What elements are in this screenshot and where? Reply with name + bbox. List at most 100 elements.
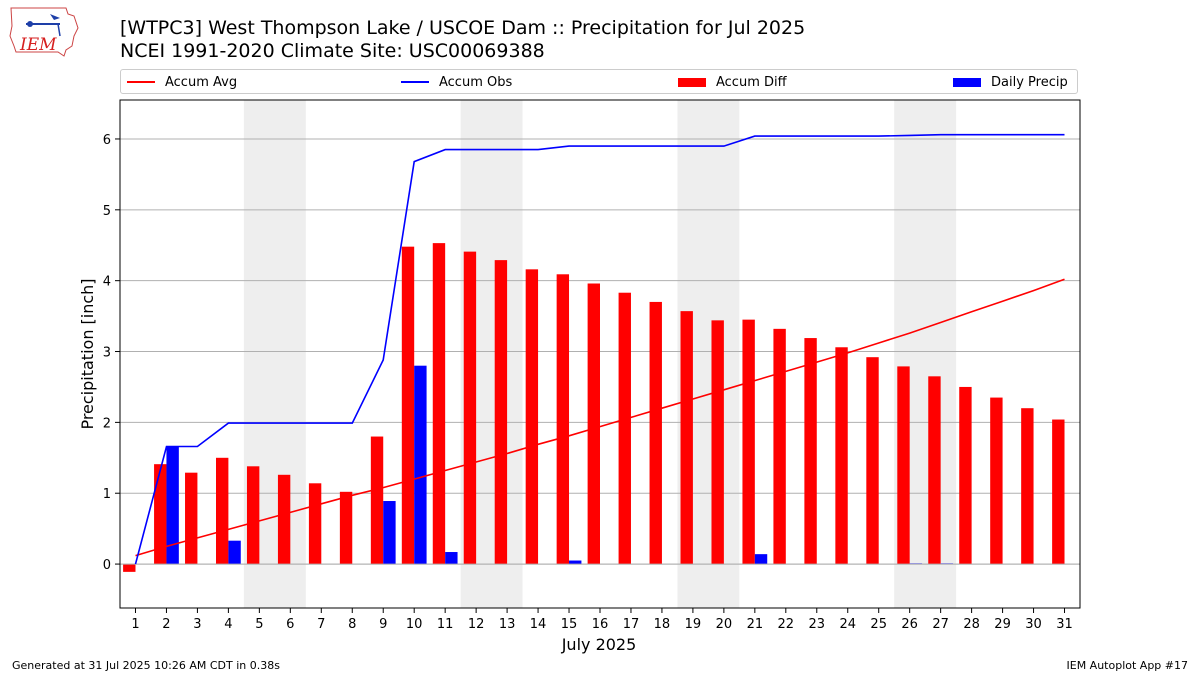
- y-tick-label-6: 6: [103, 133, 111, 148]
- legend: Accum Avg Accum Obs Accum Diff Daily Pre…: [120, 69, 1078, 94]
- bar-accum-diff-day-22: [773, 328, 786, 565]
- bar-accum-diff-day-29: [990, 397, 1003, 565]
- iem-logo-text: IEM: [19, 35, 57, 55]
- bar-accum-diff-day-6: [277, 474, 291, 565]
- bar-accum-diff-day-17: [618, 292, 631, 565]
- x-tick-label-1: 1: [131, 617, 139, 632]
- chart-title: [WTPC3] West Thompson Lake / USCOE Dam :…: [120, 17, 806, 39]
- x-tick-label-4: 4: [224, 617, 232, 632]
- x-tick-label-3: 3: [193, 617, 201, 632]
- weekend-shade-2: [460, 100, 523, 608]
- x-tick-label-11: 11: [437, 617, 454, 632]
- bar-accum-diff-day-7: [308, 483, 322, 565]
- bar-accum-diff-day-14: [525, 269, 539, 565]
- x-tick-label-22: 22: [778, 617, 795, 632]
- bar-daily-precip-day-15: [569, 560, 582, 565]
- legend-swatch-daily-precip: [953, 77, 981, 87]
- plot-frame: [119, 99, 1081, 609]
- x-tick-label-8: 8: [348, 617, 356, 632]
- x-tick-label-26: 26: [901, 617, 918, 632]
- y-tick-label-1: 1: [103, 487, 111, 502]
- bar-accum-diff-day-1: [123, 564, 136, 572]
- x-tick-label-15: 15: [561, 617, 578, 632]
- x-tick-label-29: 29: [994, 617, 1011, 632]
- bar-accum-diff-day-26: [897, 366, 910, 565]
- x-tick-label-27: 27: [932, 617, 949, 632]
- y-axis-label: Precipitation [inch]: [78, 278, 97, 429]
- bar-accum-diff-day-13: [494, 260, 508, 565]
- legend-item-accum-obs: Accum Obs: [401, 73, 512, 91]
- y-tick-label-4: 4: [103, 275, 111, 290]
- bar-accum-diff-day-8: [339, 491, 353, 565]
- line-accum-avg: [135, 278, 1065, 557]
- bar-daily-precip-day-11: [445, 552, 458, 565]
- x-axis-label: July 2025: [561, 635, 637, 654]
- bar-daily-precip-day-21: [754, 554, 768, 565]
- legend-label-accum-obs: Accum Obs: [439, 74, 513, 90]
- x-tick-label-10: 10: [406, 617, 423, 632]
- weekend-shade-1: [243, 100, 306, 608]
- x-tick-label-19: 19: [685, 617, 702, 632]
- bar-accum-diff-day-20: [711, 320, 724, 565]
- x-tick-label-13: 13: [499, 617, 516, 632]
- bar-accum-diff-day-31: [1052, 419, 1065, 565]
- legend-label-daily-precip: Daily Precip: [991, 74, 1068, 90]
- x-tick-label-25: 25: [870, 617, 887, 632]
- bar-accum-diff-day-24: [835, 347, 848, 565]
- bar-accum-diff-day-16: [587, 283, 600, 565]
- x-tick-label-23: 23: [809, 617, 826, 632]
- x-tick-label-24: 24: [839, 617, 856, 632]
- y-tick-label-3: 3: [103, 346, 111, 361]
- legend-item-accum-avg: Accum Avg: [127, 73, 237, 91]
- x-tick-label-17: 17: [623, 617, 640, 632]
- bar-accum-diff-day-3: [185, 472, 198, 565]
- bar-accum-diff-day-15: [556, 274, 570, 565]
- x-tick-label-14: 14: [530, 617, 547, 632]
- y-tick-label-5: 5: [103, 204, 111, 219]
- bar-accum-diff-day-21: [742, 319, 755, 565]
- x-tick-label-16: 16: [592, 617, 609, 632]
- bar-accum-diff-day-23: [804, 338, 817, 565]
- bar-accum-diff-day-28: [959, 386, 972, 565]
- legend-label-accum-avg: Accum Avg: [165, 74, 238, 90]
- legend-swatch-accum-diff: [678, 77, 706, 87]
- x-tick-label-2: 2: [162, 617, 170, 632]
- bar-accum-diff-day-2: [154, 464, 167, 565]
- bar-accum-diff-day-4: [216, 457, 229, 565]
- bar-daily-precip-day-26: [909, 563, 923, 565]
- y-tick-label-0: 0: [103, 558, 111, 573]
- x-tick-label-28: 28: [963, 617, 980, 632]
- bar-accum-diff-day-30: [1021, 408, 1034, 565]
- bar-daily-precip-day-2: [166, 446, 179, 565]
- bar-accum-diff-day-10: [401, 246, 415, 565]
- iem-logo: IEM: [9, 7, 79, 57]
- legend-swatch-accum-obs: [401, 81, 429, 83]
- bar-accum-diff-day-5: [246, 466, 260, 565]
- chart-subtitle: NCEI 1991-2020 Climate Site: USC00069388: [120, 40, 545, 62]
- legend-item-daily-precip: Daily Precip: [953, 73, 1068, 91]
- x-tick-label-30: 30: [1025, 617, 1042, 632]
- bar-daily-precip-day-27: [940, 563, 954, 565]
- y-tick-label-2: 2: [103, 416, 111, 431]
- x-tick-label-5: 5: [255, 617, 263, 632]
- x-tick-label-12: 12: [468, 617, 485, 632]
- x-tick-label-21: 21: [747, 617, 764, 632]
- footer-app: IEM Autoplot App #17: [1066, 659, 1189, 672]
- bar-accum-diff-day-12: [463, 251, 477, 565]
- bar-accum-diff-day-25: [866, 357, 879, 565]
- bar-accum-diff-day-18: [649, 301, 662, 565]
- legend-swatch-accum-avg: [127, 81, 155, 83]
- x-tick-label-20: 20: [716, 617, 733, 632]
- bar-daily-precip-day-4: [228, 540, 241, 565]
- legend-item-accum-diff: Accum Diff: [678, 73, 787, 91]
- weekend-shade-3: [677, 100, 740, 608]
- footer-generated: Generated at 31 Jul 2025 10:26 AM CDT in…: [12, 659, 280, 672]
- bar-accum-diff-day-19: [680, 311, 693, 565]
- bar-daily-precip-day-10: [414, 365, 427, 565]
- x-tick-label-6: 6: [286, 617, 294, 632]
- x-tick-label-7: 7: [317, 617, 325, 632]
- bar-accum-diff-day-11: [432, 243, 446, 565]
- x-tick-label-31: 31: [1056, 617, 1073, 632]
